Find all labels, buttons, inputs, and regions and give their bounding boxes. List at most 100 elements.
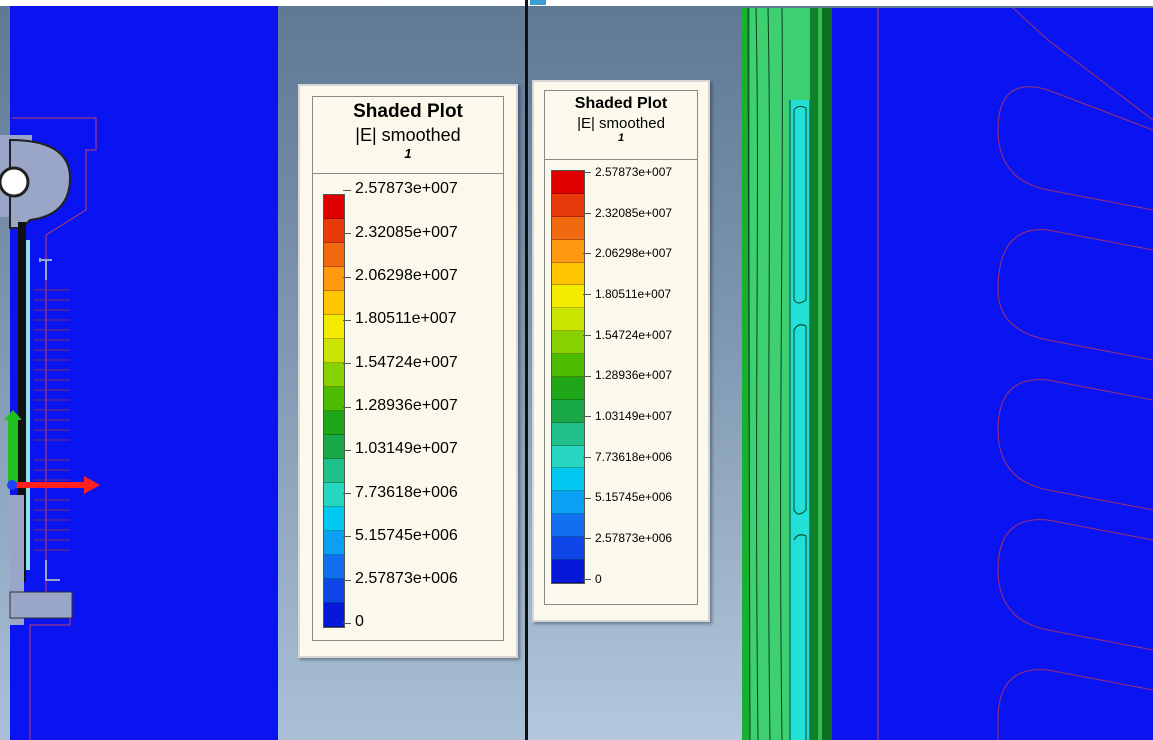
- legend-left-value-label: 0: [355, 613, 364, 631]
- legend-left-color-swatch: [324, 195, 344, 219]
- legend-left-color-swatch: [324, 507, 344, 531]
- corner-logo-mark: [530, 0, 546, 5]
- legend-left-header: Shaded Plot |E| smoothed 1: [312, 96, 504, 174]
- legend-right-color-swatch: [552, 239, 584, 263]
- legend-left-subtitle: |E| smoothed: [355, 125, 461, 145]
- legend-right-color-swatch: [552, 331, 584, 354]
- legend-right-color-swatch: [552, 422, 584, 446]
- field-region-right: [832, 8, 1153, 740]
- legend-right-value-label: 1.54724e+007: [595, 327, 673, 342]
- legend-right-color-swatch: [552, 354, 584, 377]
- legend-left-value-label: 2.57873e+007: [355, 180, 458, 198]
- legend-right-tick: [583, 416, 591, 418]
- ring-head: [9, 138, 72, 229]
- legend-right-value-label: 2.57873e+006: [595, 531, 673, 546]
- legend-left-color-swatch: [324, 363, 344, 387]
- legend-left-color-swatch: [324, 435, 344, 459]
- legend-right-color-swatch: [552, 285, 584, 309]
- right-viewport[interactable]: Shaded Plot |E| smoothed 1 2.57873e+007 2…: [528, 0, 1153, 740]
- legend-left-value-label: 5.15745e+006: [355, 526, 458, 544]
- legend-right-color-swatch: [552, 559, 584, 583]
- viewport-top-edge-right: [528, 0, 1153, 6]
- legend-right-tick: [583, 253, 591, 255]
- dark-green-strip: [810, 8, 818, 740]
- y-axis-head: [4, 410, 22, 420]
- legend-left-tick: [343, 233, 351, 235]
- legend-right-value-label: 1.03149e+007: [595, 409, 673, 423]
- legend-right-color-swatch: [552, 537, 584, 560]
- x-axis-head: [84, 476, 100, 494]
- legend-right-color-swatch: [552, 262, 584, 286]
- bracket-bottom: [45, 560, 60, 581]
- legend-right-color-swatch: [552, 399, 584, 423]
- legend-left-value-label: 2.06298e+007: [355, 267, 458, 284]
- legend-right-body: 2.57873e+007 2.32085e+007 2.06298e+007 1.80…: [544, 158, 698, 605]
- legend-left-tick: [343, 363, 351, 365]
- legend-left-body: 2.57873e+007 2.32085e+007 2.06298e+007 1.80…: [312, 172, 504, 641]
- legend-left-value-label: 1.28936e+007: [355, 396, 458, 414]
- legend-left-color-swatch: [324, 459, 344, 483]
- left-viewport[interactable]: Shaded Plot |E| smoothed 1 2.57873e+007 2…: [0, 0, 526, 740]
- legend-right-color-swatch: [552, 468, 584, 492]
- viewport-top-edge: [0, 0, 526, 6]
- legend-left-color-swatch: [324, 555, 344, 579]
- legend-left-color-bar: [323, 194, 345, 628]
- legend-left-title: Shaded Plot: [353, 101, 463, 122]
- legend-left-value-label: 2.32085e+007: [355, 223, 458, 241]
- legend-left-color-swatch: [324, 579, 344, 603]
- y-axis-arrow: [8, 420, 18, 482]
- legend-left-tick: [343, 536, 351, 538]
- legend-left-color-swatch: [324, 291, 344, 315]
- legend-left-color-swatch: [324, 531, 344, 555]
- legend-left-color-swatch: [324, 219, 344, 243]
- stem-light: [26, 240, 30, 570]
- geometry-overlay-left: [0, 117, 100, 740]
- legend-left-value-label: 1.54724e+007: [355, 353, 458, 371]
- legend-left-tick: [343, 406, 351, 408]
- legend-right-color-swatch: [552, 308, 584, 332]
- legend-right-value-label: 0: [595, 571, 602, 586]
- legend-left-color-swatch: [324, 387, 344, 411]
- cyan-band: [790, 100, 810, 740]
- legend-left-value-label: 7.73618e+006: [355, 483, 458, 501]
- legend-left-tick: [343, 449, 351, 451]
- legend-left[interactable]: Shaded Plot |E| smoothed 1 2.57873e+007 2…: [298, 84, 518, 658]
- legend-right[interactable]: Shaded Plot |E| smoothed 1 2.57873e+007 2…: [532, 80, 710, 622]
- legend-left-color-swatch: [324, 243, 344, 267]
- axis-origin: [7, 480, 17, 490]
- legend-left-color-swatch: [324, 267, 344, 291]
- legend-right-color-swatch: [552, 491, 584, 515]
- legend-left-tick: [343, 623, 351, 624]
- ring-hole: [0, 166, 30, 198]
- legend-left-value-label: 1.03149e+007: [355, 440, 458, 458]
- legend-right-tick: [583, 212, 591, 214]
- corrugation-outline: [997, 7, 1153, 740]
- legend-right-header: Shaded Plot |E| smoothed 1: [544, 90, 698, 160]
- x-axis-arrow: [12, 482, 84, 488]
- lower-flange: [9, 591, 73, 619]
- legend-right-color-swatch: [552, 216, 584, 240]
- legend-right-color-swatch: [552, 376, 584, 400]
- legend-right-value-label: 1.28936e+007: [595, 368, 673, 383]
- legend-right-value-label: 5.15745e+006: [595, 490, 673, 505]
- legend-right-tick: [583, 497, 591, 499]
- legend-right-tick: [583, 579, 591, 580]
- panel-divider: [525, 0, 528, 740]
- geometry-overlay-right: [742, 7, 1153, 740]
- bracket-top: [39, 258, 52, 280]
- light-strip: [818, 8, 822, 740]
- legend-right-tick: [583, 456, 591, 458]
- legend-right-value-label: 2.06298e+007: [595, 246, 673, 261]
- legend-right-subtitle: |E| smoothed: [577, 115, 665, 132]
- legend-left-tick: [343, 190, 351, 191]
- legend-right-tick: [583, 172, 591, 173]
- legend-right-value-label: 7.73618e+006: [595, 449, 673, 464]
- legend-right-tick: [583, 375, 591, 377]
- legend-right-tick: [583, 538, 591, 540]
- legend-right-value-label: 1.80511e+007: [595, 286, 672, 301]
- legend-right-value-label: 2.57873e+007: [595, 164, 673, 179]
- legend-left-color-swatch: [324, 339, 344, 363]
- legend-left-color-swatch: [324, 603, 344, 627]
- stem: [18, 222, 26, 582]
- legend-right-color-swatch: [552, 193, 584, 217]
